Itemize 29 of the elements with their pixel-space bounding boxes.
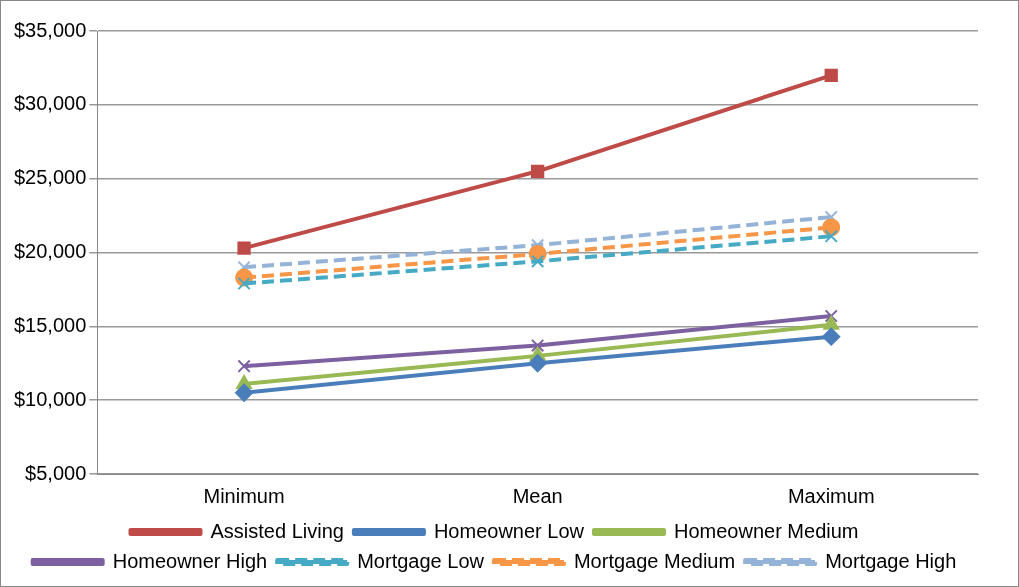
point <box>237 359 251 373</box>
y-tick-label: $5,000 <box>25 461 87 484</box>
y-tick-label: $15,000 <box>14 313 87 336</box>
legend-label: Assisted Living <box>210 519 344 542</box>
legend-label: Mortgage Medium <box>573 549 736 572</box>
legend-label: Mortgage High <box>825 549 957 572</box>
legend-label: Mortgage Low <box>357 549 485 572</box>
point <box>824 309 838 323</box>
legend-label: Homeowner Medium <box>673 519 859 542</box>
point <box>237 276 251 291</box>
point <box>824 229 838 243</box>
point <box>530 254 545 269</box>
point <box>530 164 545 178</box>
x-tick-label: Minimum <box>203 484 285 507</box>
point <box>530 338 545 353</box>
point <box>824 68 838 82</box>
y-tick-label: $10,000 <box>14 387 87 410</box>
y-tick-label: $30,000 <box>14 92 87 115</box>
point <box>235 383 254 402</box>
y-tick-label: $25,000 <box>14 166 87 189</box>
legend-label: Homeowner High <box>112 549 268 572</box>
legend-label: Homeowner Low <box>433 519 585 542</box>
point <box>528 354 547 373</box>
point <box>822 327 841 346</box>
x-tick-label: Mean <box>512 484 563 507</box>
point <box>237 241 251 255</box>
x-tick-label: Maximum <box>787 484 875 507</box>
y-tick-label: $35,000 <box>14 18 87 41</box>
y-tick-label: $20,000 <box>14 240 87 263</box>
